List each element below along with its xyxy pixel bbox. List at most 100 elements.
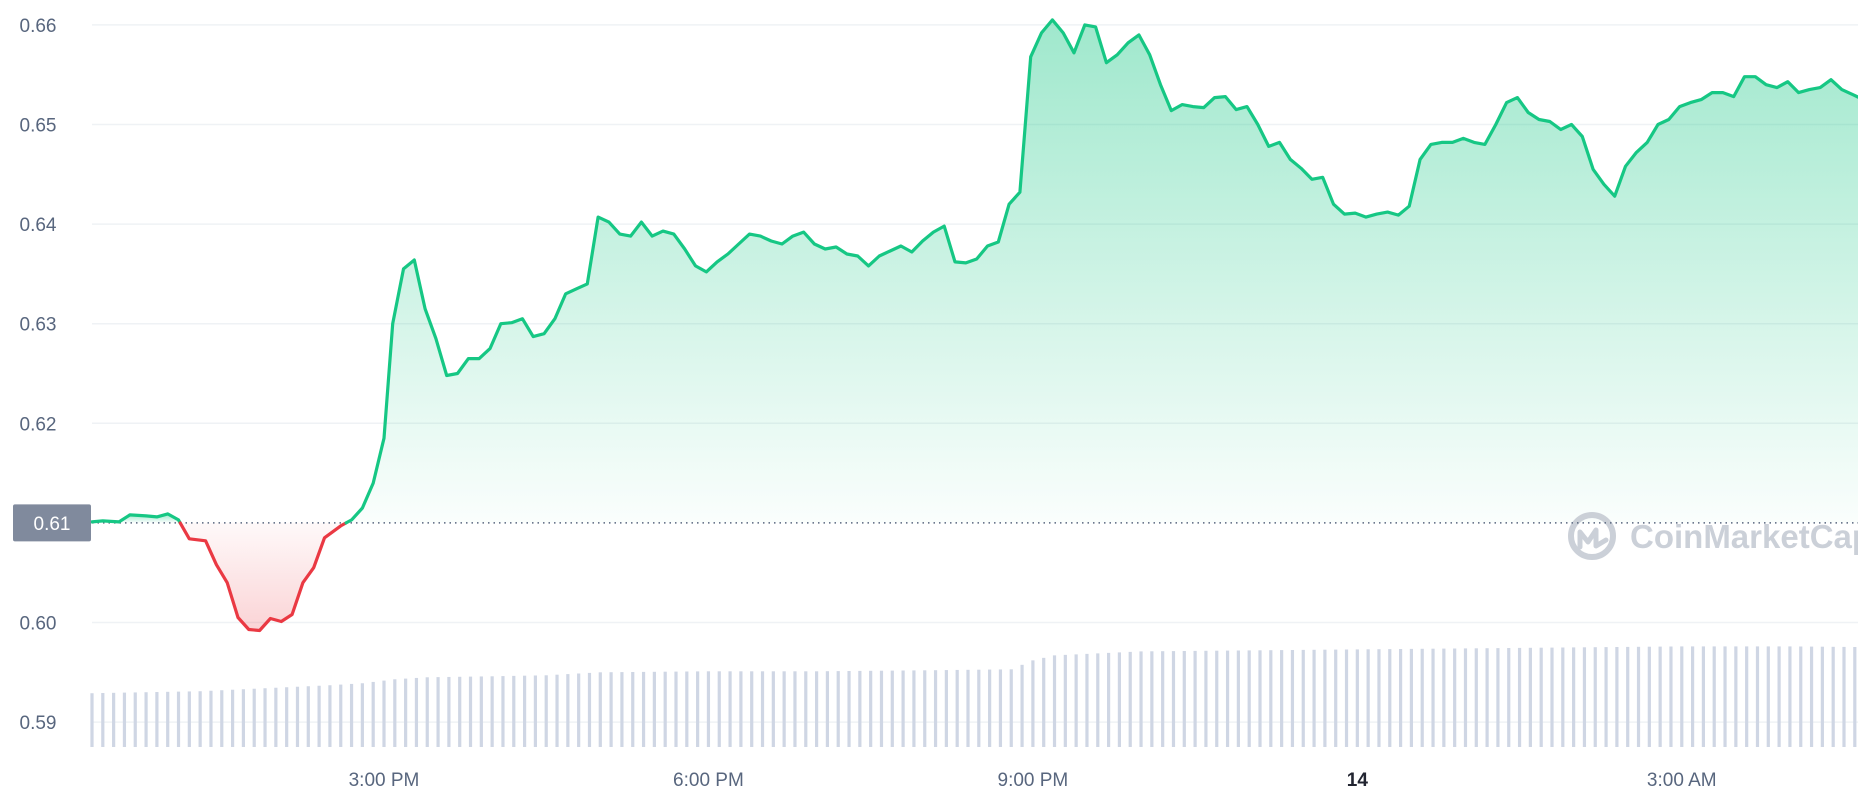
volume-bar [436,677,440,747]
volume-bar [306,686,310,747]
x-tick-label: 14 [1347,770,1369,791]
volume-bar [230,689,235,747]
volume-bar [685,671,689,747]
volume-bar [652,671,656,747]
volume-bar [501,676,505,747]
volume-bar [155,692,159,747]
baseline-tag: 0.61 [13,504,91,542]
volume-bar [1366,649,1370,747]
volume-bar [620,672,624,747]
volume-bar [1755,646,1760,747]
volume-bar [998,669,1003,747]
volume-bar [901,670,905,747]
volume-bar [1377,649,1381,747]
volume-bar [1723,646,1727,747]
volume-bar [198,691,202,747]
volume-bar [1593,647,1597,747]
volume-bar [1820,646,1824,747]
volume-bar [771,671,775,747]
volume-bars [90,646,1857,747]
volume-bar [598,672,602,747]
y-tick-label: 0.64 [20,215,57,236]
volume-bar [836,671,840,747]
volume-bar [1096,653,1100,747]
volume-bar [1431,648,1435,747]
volume-bar [696,671,700,747]
volume-bar [122,692,127,747]
volume-bar [1420,648,1424,747]
volume-bar [1788,646,1792,747]
volume-bar [1117,652,1122,747]
price-line [90,18,1858,633]
volume-bar [220,690,224,747]
volume-bar [479,676,483,747]
volume-bar [1334,649,1338,747]
volume-bar [1766,646,1770,747]
volume-bar [295,686,300,747]
volume-bar [144,692,148,747]
y-tick-label: 0.62 [20,414,57,435]
area-fill-down [180,522,347,631]
volume-bar [1636,646,1641,747]
volume-bar [274,687,278,747]
volume-bar [1809,646,1814,747]
volume-bar [814,671,819,747]
volume-bar [1085,653,1089,747]
volume-bar [1615,647,1619,747]
volume-bar [923,670,927,747]
volume-bar [1139,651,1143,747]
volume-bar [641,671,646,747]
volume-bar [1507,647,1511,747]
volume-bar [566,674,570,747]
volume-bar [468,676,473,747]
volume-bar [631,672,635,747]
volume-bar [1355,649,1359,747]
volume-bar [1388,649,1392,747]
volume-bar [1690,646,1695,747]
volume-bar [1669,646,1673,747]
volume-bar [382,680,386,747]
volume-bar [1150,651,1154,747]
volume-bar [1301,649,1305,747]
volume-bar [1831,646,1835,747]
volume-bar [977,669,981,747]
volume-bar [706,671,711,747]
volume-bar [1463,648,1468,747]
volume-bar [1734,646,1738,747]
volume-bar [577,673,581,747]
volume-bar [1128,651,1132,747]
volume-bar [1312,649,1316,747]
volume-bar [966,669,970,747]
volume-bar [1031,660,1035,747]
area-fill-up [346,19,1858,523]
x-tick-label: 3:00 PM [349,770,420,791]
volume-bar [339,684,343,747]
volume-bar [414,677,419,747]
volume-bar [1161,651,1165,747]
volume-bar [1409,648,1414,747]
volume-bar [241,689,246,747]
volume-bar [349,683,354,747]
volume-bar [317,685,321,747]
volume-bar [609,672,613,747]
volume-bar [252,688,256,747]
volume-bar [1853,647,1857,747]
volume-bar [544,675,548,747]
volume-bar [739,671,743,747]
coinmarketcap-logo-icon [1568,512,1616,560]
volume-bar [847,671,851,747]
volume-bar [393,679,397,747]
y-tick-label: 0.65 [20,116,57,137]
volume-bar [890,670,894,747]
volume-bar [1204,650,1208,747]
price-line-up [90,512,182,525]
volume-bar [447,676,451,747]
volume-bar [1442,648,1446,747]
volume-bar [1052,655,1057,747]
volume-bar [1453,648,1457,747]
volume-bar [1182,650,1186,747]
volume-bar [869,670,873,747]
volume-bar [1323,649,1327,747]
